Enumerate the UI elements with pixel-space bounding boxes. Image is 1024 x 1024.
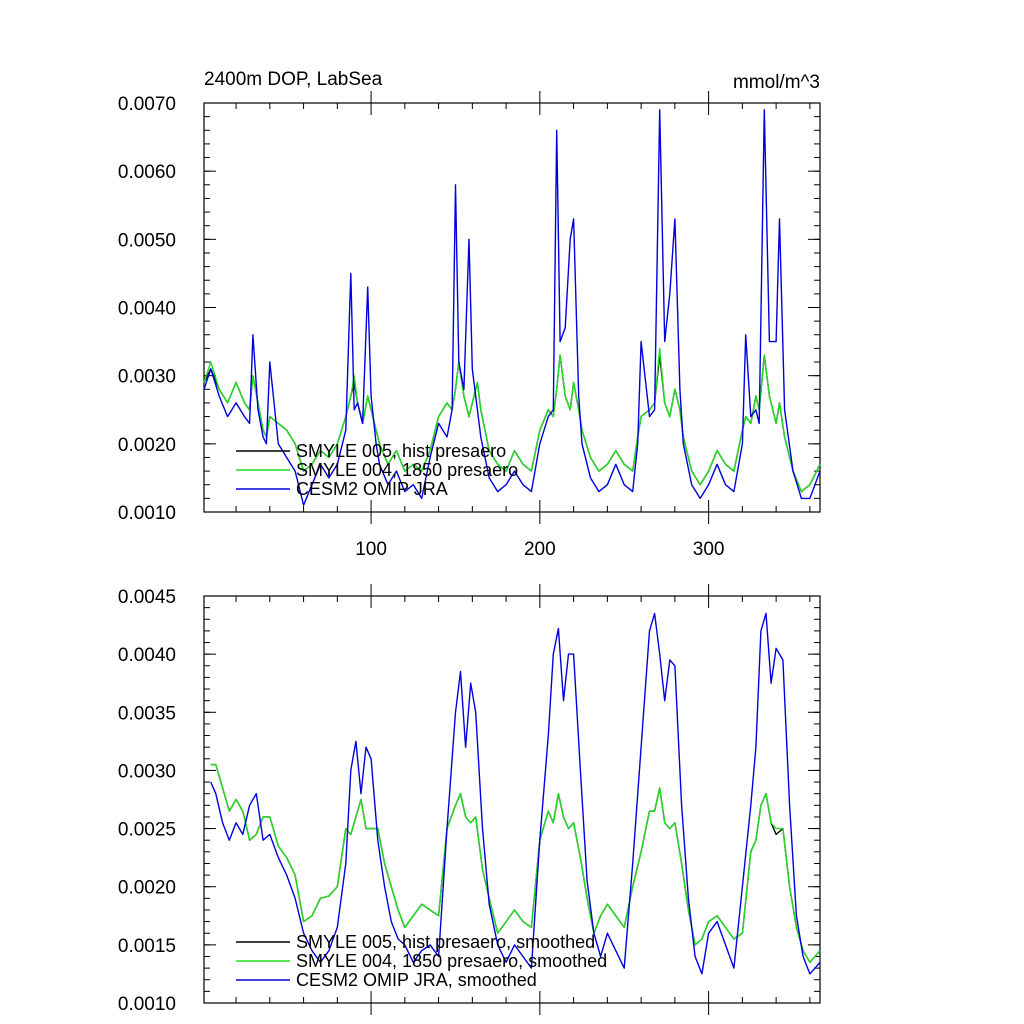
top-ytick-label-2: 0.0030 — [118, 367, 176, 388]
top-ytick-label-3: 0.0040 — [118, 299, 176, 320]
bottom-ytick-label-6: 0.0040 — [118, 645, 176, 666]
top-xtick-label-1: 200 — [524, 539, 556, 560]
top-legend-label-2: SMYLE 004, 1850 presaero — [296, 460, 518, 480]
bottom-legend: SMYLE 005, hist presaero, smoothed SMYLE… — [236, 932, 607, 990]
top-ytick-label-1: 0.0020 — [118, 435, 176, 456]
bottom-ytick-label-1: 0.0015 — [118, 936, 176, 957]
bottom-legend-label-1: SMYLE 005, hist presaero, smoothed — [296, 932, 595, 952]
top-legend-label-3: CESM2 OMIP JRA — [296, 479, 448, 499]
top-ytick-label-6: 0.0070 — [118, 94, 176, 115]
top-chart-title: 2400m DOP, LabSea — [204, 69, 383, 90]
bottom-series-line-3 — [211, 613, 820, 974]
top-chart-units: mmol/m^3 — [733, 72, 820, 93]
bottom-ytick-label-3: 0.0025 — [118, 820, 176, 841]
top-ytick-label-4: 0.0050 — [118, 230, 176, 251]
bottom-panel: 0.0010 0.0015 0.0020 0.0025 0.0030 0.0035 0.00… — [118, 584, 820, 1015]
bottom-legend-label-2: SMYLE 004, 1850 presaero, smoothed — [296, 951, 607, 971]
top-ytick-label-5: 0.0060 — [118, 162, 176, 183]
bottom-ytick-label-5: 0.0035 — [118, 703, 176, 724]
bottom-legend-label-3: CESM2 OMIP JRA, smoothed — [296, 970, 537, 990]
top-legend-label-1: SMYLE 005, hist presaero — [296, 441, 506, 461]
bottom-ytick-label-0: 0.0010 — [118, 994, 176, 1015]
top-ticks: 0.0010 0.0020 0.0030 0.0040 0.0050 0.0060 0.00… — [118, 91, 820, 560]
top-xtick-label-2: 300 — [693, 539, 725, 560]
bottom-ytick-label-7: 0.0045 — [118, 587, 176, 608]
top-xtick-label-0: 100 — [355, 539, 387, 560]
bottom-ytick-label-2: 0.0020 — [118, 878, 176, 899]
bottom-series-group — [211, 613, 820, 974]
top-legend: SMYLE 005, hist presaero SMYLE 004, 1850… — [236, 441, 518, 499]
top-panel: 2400m DOP, LabSea mmol/m^3 0.00100.00200… — [118, 69, 820, 560]
top-ytick-label-0: 0.0010 — [118, 503, 176, 524]
bottom-ytick-label-4: 0.0030 — [118, 761, 176, 782]
